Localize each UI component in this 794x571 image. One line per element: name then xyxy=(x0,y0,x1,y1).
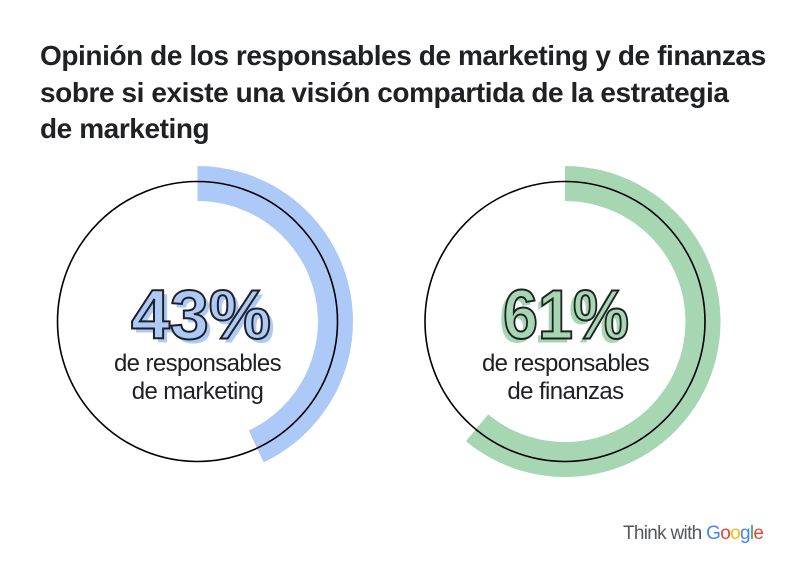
svg-text:61%: 61% xyxy=(503,276,629,354)
svg-text:43%: 43% xyxy=(131,276,271,354)
svg-text:43%: 43% xyxy=(135,280,275,358)
svg-text:61%: 61% xyxy=(499,280,625,358)
